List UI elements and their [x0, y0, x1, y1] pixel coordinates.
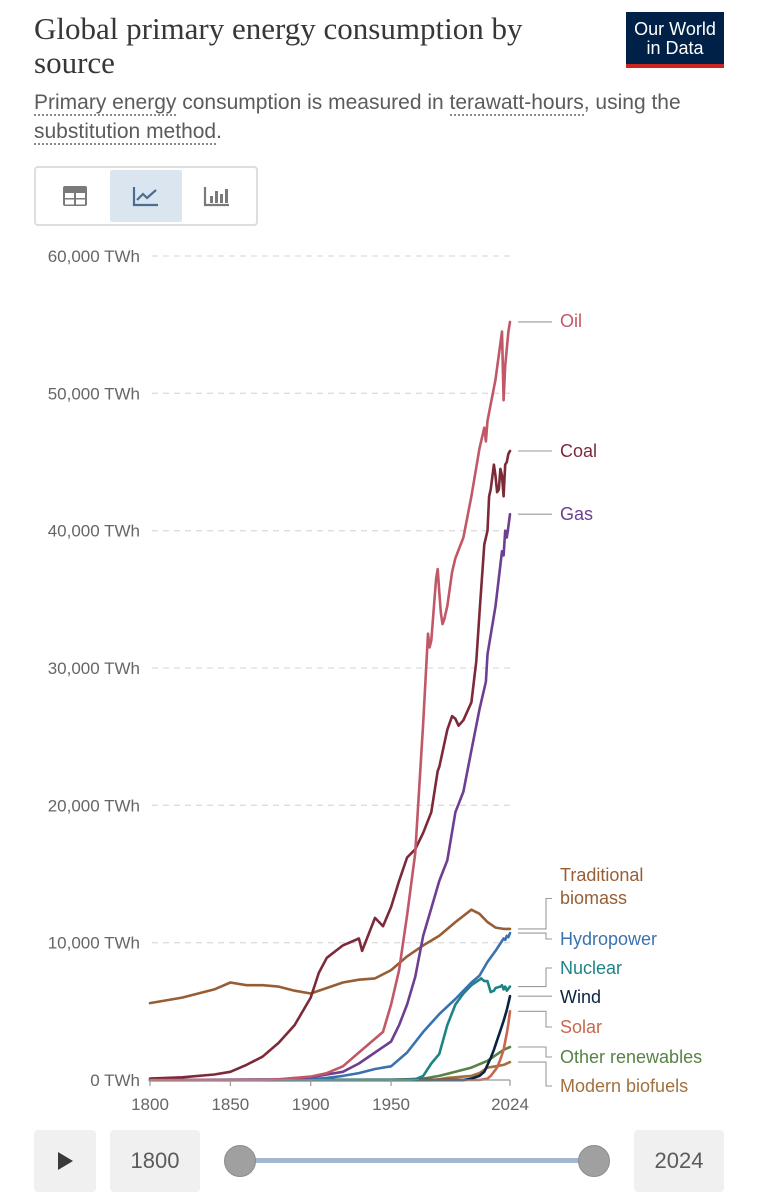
play-button[interactable]	[34, 1130, 96, 1192]
series-label-wind[interactable]: Wind	[560, 987, 601, 1007]
grid-layer: 0 TWh 10,000 TWh 20,000 TWh 30,000 TWh 40,00…	[48, 247, 510, 1090]
tab-bar-chart[interactable]	[182, 170, 253, 222]
series-line-wind[interactable]	[148, 994, 512, 1082]
series-label-modern_biofuels[interactable]: Modern biofuels	[560, 1076, 688, 1096]
y-tick-label: 30,000 TWh	[48, 659, 140, 678]
series-label-other_renewables[interactable]: Other renewables	[560, 1047, 702, 1067]
logo-line-2: in Data	[646, 38, 704, 58]
line-chart: 0 TWh 10,000 TWh 20,000 TWh 30,000 TWh 40,00…	[48, 247, 702, 1114]
series-label-gas[interactable]: Gas	[560, 504, 593, 524]
series-line-coal[interactable]	[148, 449, 512, 1080]
table-icon	[62, 186, 87, 206]
chart-subtitle: Primary energy consumption is measured i…	[34, 88, 694, 146]
label-connector	[518, 897, 552, 930]
view-tabs	[34, 166, 258, 226]
subtitle-text: , using the	[583, 91, 681, 114]
label-connector	[518, 967, 552, 988]
series-line-solar[interactable]	[148, 1010, 512, 1082]
series-line-hydropower[interactable]	[148, 931, 512, 1082]
end-handle[interactable]	[578, 1145, 610, 1177]
series-label-traditional_biomass[interactable]: Traditional biomass	[560, 865, 643, 908]
x-tick-label: 1950	[372, 1095, 410, 1114]
series-label-solar[interactable]: Solar	[560, 1017, 602, 1037]
series-label-hydropower[interactable]: Hydropower	[560, 929, 657, 949]
terawatt-hours-link[interactable]: terawatt-hours	[449, 91, 584, 116]
series-label-coal[interactable]: Coal	[560, 441, 597, 461]
label-connector	[518, 1061, 552, 1087]
subtitle-text: consumption is measured in	[176, 91, 450, 114]
timeline-track[interactable]	[240, 1158, 594, 1163]
y-tick-label: 10,000 TWh	[48, 934, 140, 953]
series-line-gas[interactable]	[148, 512, 512, 1082]
series-labels: Oil Coal Gas Traditional biomass Hydropower Nu…	[518, 311, 702, 1096]
label-connector	[518, 932, 552, 940]
logo-line-1: Our World	[634, 19, 716, 39]
owid-logo[interactable]: Our World in Data	[626, 12, 724, 68]
series-line-nuclear[interactable]	[148, 977, 512, 1082]
series-line-oil[interactable]	[148, 320, 512, 1082]
tab-table[interactable]	[39, 170, 110, 222]
play-icon	[58, 1152, 73, 1170]
bar-chart-icon	[204, 187, 230, 207]
y-tick-label: 60,000 TWh	[48, 247, 140, 266]
x-tick-label: 1850	[211, 1095, 249, 1114]
label-connector	[518, 1010, 552, 1028]
timeline-controls: 1800 2024	[0, 1128, 758, 1194]
chart-title: Global primary energy consumption by sou…	[34, 11, 523, 80]
series-lines	[148, 320, 512, 1082]
series-label-nuclear[interactable]: Nuclear	[560, 958, 622, 978]
y-tick-label: 50,000 TWh	[48, 384, 140, 403]
substitution-method-link[interactable]: substitution method	[34, 120, 217, 145]
label-connector	[518, 1046, 552, 1058]
tab-line-chart[interactable]	[110, 170, 182, 222]
y-tick-label: 20,000 TWh	[48, 796, 140, 815]
x-axis: 1800 1850 1900 1950 2024	[131, 1079, 529, 1114]
series-line-traditional_biomass[interactable]	[148, 908, 512, 1005]
start-handle[interactable]	[224, 1145, 256, 1177]
y-tick-label: 0 TWh	[90, 1071, 140, 1090]
line-chart-icon	[132, 187, 158, 207]
x-tick-label: 1800	[131, 1095, 169, 1114]
y-tick-label: 40,000 TWh	[48, 522, 140, 541]
x-tick-label: 2024	[491, 1095, 529, 1114]
series-label-oil[interactable]: Oil	[560, 311, 582, 331]
subtitle-text: .	[216, 120, 222, 143]
end-year-box[interactable]: 2024	[634, 1130, 724, 1192]
start-year-box[interactable]: 1800	[110, 1130, 200, 1192]
x-tick-label: 1900	[292, 1095, 330, 1114]
primary-energy-link[interactable]: Primary energy	[34, 91, 177, 116]
